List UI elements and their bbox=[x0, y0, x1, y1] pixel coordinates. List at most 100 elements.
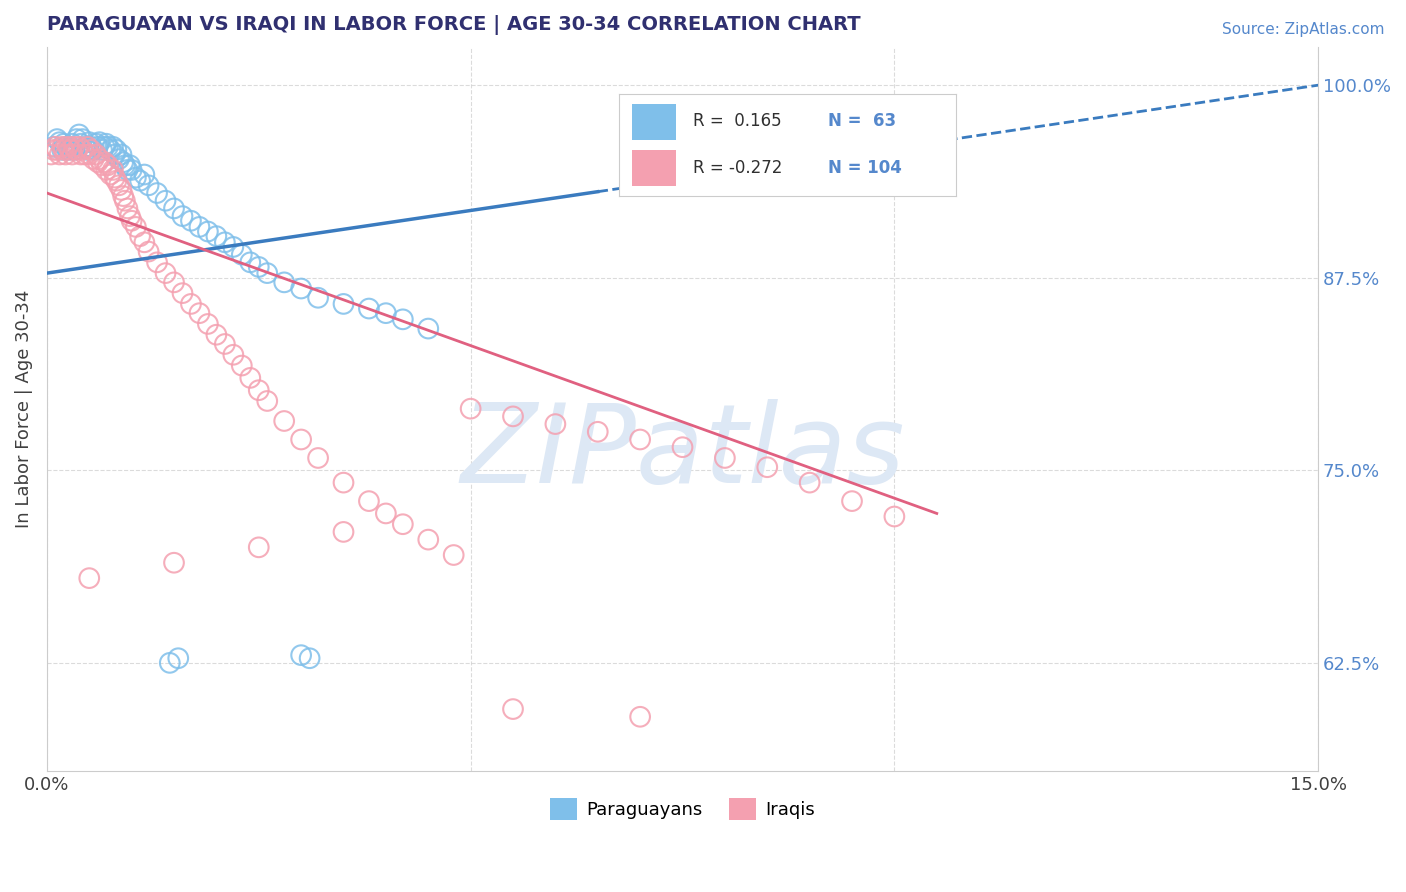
Point bbox=[77, 147, 100, 161]
Point bbox=[77, 571, 100, 585]
Point bbox=[42, 143, 65, 157]
Point bbox=[63, 140, 86, 154]
Point bbox=[374, 306, 396, 320]
Point bbox=[172, 286, 194, 301]
Point bbox=[138, 244, 160, 259]
Point bbox=[110, 183, 132, 197]
Point bbox=[93, 140, 115, 154]
Point bbox=[52, 143, 75, 157]
Point bbox=[112, 155, 135, 169]
Point bbox=[72, 132, 94, 146]
Point bbox=[46, 143, 69, 157]
Point bbox=[332, 297, 354, 311]
Point bbox=[96, 136, 118, 151]
Point bbox=[418, 321, 440, 335]
Point bbox=[83, 143, 105, 157]
Point bbox=[84, 147, 107, 161]
Point bbox=[67, 128, 90, 142]
Point bbox=[89, 135, 111, 149]
Point bbox=[188, 306, 211, 320]
Point bbox=[125, 219, 148, 234]
Point bbox=[76, 143, 98, 157]
Point bbox=[67, 140, 90, 154]
Point bbox=[273, 414, 295, 428]
Point bbox=[52, 136, 75, 151]
Text: N =  63: N = 63 bbox=[828, 112, 896, 130]
Point bbox=[222, 348, 245, 362]
Point bbox=[129, 229, 152, 244]
Point bbox=[586, 425, 609, 439]
Point bbox=[247, 383, 270, 397]
Text: N = 104: N = 104 bbox=[828, 159, 901, 177]
Point bbox=[714, 450, 737, 465]
Point bbox=[125, 170, 148, 185]
Point bbox=[180, 213, 202, 227]
Point bbox=[100, 143, 122, 157]
Point bbox=[159, 656, 181, 670]
Point bbox=[104, 170, 127, 185]
Point bbox=[59, 143, 82, 157]
Point bbox=[357, 301, 380, 316]
Point bbox=[93, 155, 115, 169]
Point bbox=[56, 143, 79, 157]
Point bbox=[108, 178, 131, 193]
Text: R = -0.272: R = -0.272 bbox=[693, 159, 782, 177]
Point bbox=[83, 152, 105, 166]
Point bbox=[101, 140, 124, 154]
Point bbox=[247, 541, 270, 555]
Point bbox=[89, 152, 111, 166]
Point bbox=[197, 225, 219, 239]
Point bbox=[87, 140, 110, 154]
Bar bbox=[633, 104, 676, 140]
Point bbox=[392, 517, 415, 532]
Point bbox=[502, 702, 524, 716]
Point bbox=[121, 213, 143, 227]
Point bbox=[46, 132, 69, 146]
Point bbox=[841, 494, 863, 508]
Point bbox=[105, 143, 128, 157]
Text: PARAGUAYAN VS IRAQI IN LABOR FORCE | AGE 30-34 CORRELATION CHART: PARAGUAYAN VS IRAQI IN LABOR FORCE | AGE… bbox=[46, 15, 860, 35]
Point bbox=[42, 140, 65, 154]
Point bbox=[105, 174, 128, 188]
Point bbox=[51, 143, 73, 157]
Point bbox=[97, 140, 120, 154]
Point bbox=[60, 136, 83, 151]
Point bbox=[671, 440, 693, 454]
Point bbox=[121, 162, 143, 177]
Text: R =  0.165: R = 0.165 bbox=[693, 112, 782, 130]
Point bbox=[138, 178, 160, 193]
Point bbox=[69, 136, 91, 151]
Point bbox=[110, 147, 132, 161]
Point bbox=[155, 266, 177, 280]
Point bbox=[63, 143, 86, 157]
Point bbox=[502, 409, 524, 424]
Point bbox=[100, 168, 122, 182]
Point bbox=[134, 168, 156, 182]
Point bbox=[108, 152, 131, 166]
Point bbox=[112, 189, 135, 203]
Point bbox=[239, 255, 262, 269]
Point bbox=[247, 260, 270, 274]
Point bbox=[80, 140, 103, 154]
Point bbox=[460, 401, 482, 416]
Point bbox=[118, 209, 141, 223]
Point bbox=[55, 140, 77, 154]
Point bbox=[163, 202, 186, 216]
Point bbox=[357, 494, 380, 508]
Point bbox=[48, 147, 70, 161]
Point bbox=[205, 229, 228, 244]
Point bbox=[118, 158, 141, 172]
Point bbox=[39, 147, 62, 161]
Point bbox=[146, 255, 169, 269]
Point bbox=[392, 312, 415, 326]
Point bbox=[222, 240, 245, 254]
Point bbox=[290, 433, 312, 447]
Point bbox=[332, 475, 354, 490]
Point bbox=[332, 524, 354, 539]
Point bbox=[307, 291, 329, 305]
Point bbox=[231, 247, 253, 261]
Point bbox=[197, 317, 219, 331]
Point bbox=[55, 147, 77, 161]
Point bbox=[544, 417, 567, 431]
Point bbox=[256, 394, 278, 409]
